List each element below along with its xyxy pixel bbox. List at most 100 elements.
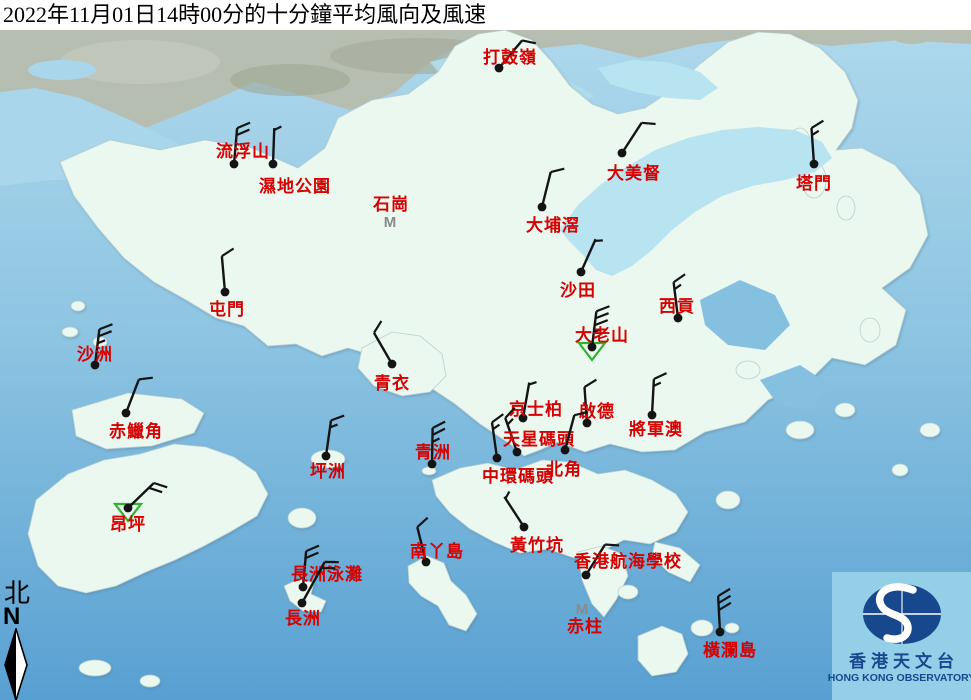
wind-barb: [305, 544, 320, 553]
map-title: 2022年11月01日14時00分的十分鐘平均風向及風速: [3, 2, 487, 27]
station-kai-tak[interactable]: 啟德: [579, 378, 615, 428]
station-shek-kong[interactable]: M石崗: [372, 195, 409, 231]
station-green-island[interactable]: 青洲: [415, 420, 451, 469]
station-label: 長洲: [285, 609, 321, 628]
wind-barb: [416, 516, 429, 528]
station-label: 赤鱲角: [109, 421, 163, 441]
station-tates-cairn[interactable]: 大老山: [575, 305, 629, 362]
shek-o-peninsula: [651, 541, 701, 583]
station-label: 塔門: [796, 173, 832, 193]
station-dot: [582, 418, 592, 428]
station-cheung-chau-beach[interactable]: 長洲泳灘: [291, 544, 363, 592]
wind-barb: [574, 411, 589, 417]
wind-barb: [98, 323, 113, 331]
station-label: 昂坪: [110, 515, 146, 534]
station-tseung-kwan-o[interactable]: 將軍澳: [629, 372, 683, 439]
station-label: 坪洲: [310, 462, 346, 481]
station-dot: [647, 410, 657, 420]
wind-barb: [605, 543, 620, 547]
station-dot: [537, 202, 547, 212]
station-peng-chau[interactable]: 坪洲: [310, 414, 346, 481]
station-ta-kwu-ling[interactable]: 打鼓嶺: [483, 39, 537, 73]
station-tai-mei-tuk[interactable]: 大美督: [607, 121, 661, 183]
wind-barb: [329, 423, 338, 429]
station-tap-mun[interactable]: 塔門: [796, 119, 832, 193]
wind-barb: [432, 427, 446, 436]
station-hk-sea-school[interactable]: 香港航海學校: [574, 543, 682, 580]
lantau-island: [27, 443, 269, 594]
station-dot: [494, 63, 504, 73]
wind-barb: [528, 380, 537, 386]
wind-barb: [236, 121, 251, 130]
station-north-point[interactable]: 北角: [546, 411, 589, 479]
wind-barb: [236, 128, 250, 137]
station-lamma-island[interactable]: 南丫島: [410, 516, 464, 567]
po-toi-shape: [637, 625, 689, 677]
station-dot: [298, 582, 308, 592]
station-ngong-ping[interactable]: 昂坪: [110, 481, 168, 534]
station-lau-fau-shan[interactable]: 流浮山: [216, 121, 270, 169]
hko-logo-icon: [862, 583, 941, 644]
station-dot: [809, 159, 819, 169]
wind-barb: [641, 121, 656, 126]
wind-barb: [330, 414, 345, 422]
station-tsing-yi[interactable]: 青衣: [372, 320, 410, 393]
station-star-ferry[interactable]: 天星碼頭: [503, 406, 575, 457]
wind-shaft: [503, 496, 526, 528]
wind-shaft: [584, 543, 607, 576]
kau-sai-chau-shape: [735, 360, 761, 380]
wind-barb: [718, 601, 732, 611]
station-central-pier[interactable]: 中環碼頭: [482, 413, 554, 486]
station-label: 打鼓嶺: [483, 47, 537, 67]
wind-shaft: [521, 382, 531, 419]
station-dot: [427, 459, 437, 469]
station-tai-po-kau[interactable]: 大埔滘: [526, 167, 580, 235]
station-dot: [715, 627, 725, 637]
station-dot: [587, 342, 597, 352]
station-sai-kung[interactable]: 西貢: [659, 273, 695, 323]
station-wong-chuk-hang[interactable]: 黃竹坑: [503, 490, 564, 555]
station-dot: [560, 445, 570, 455]
station-cheung-chau[interactable]: 長洲: [285, 560, 339, 628]
wind-barb: [717, 594, 732, 604]
station-chek-lap-kok[interactable]: 赤鱲角: [109, 376, 163, 441]
wind-barb: [98, 330, 112, 338]
station-sha-tin[interactable]: 沙田: [560, 238, 603, 300]
station-label: 石崗: [372, 195, 409, 214]
inner-waters: [560, 60, 832, 410]
wind-shaft: [563, 414, 576, 451]
wind-barb: [273, 125, 282, 132]
station-label: 青衣: [374, 373, 410, 393]
station-label: 黃竹坑: [509, 535, 564, 555]
green-island-shape: [421, 466, 437, 476]
wind-shaft: [372, 332, 394, 365]
station-stanley[interactable]: M赤柱: [567, 601, 603, 636]
station-label: 沙洲: [77, 345, 113, 364]
stanley-peninsula: [577, 545, 629, 618]
station-waglan-island[interactable]: 橫瀾島: [703, 587, 757, 660]
tsing-yi-island: [357, 331, 447, 397]
station-sha-chau[interactable]: 沙洲: [77, 323, 113, 370]
station-kings-park[interactable]: 京士柏: [509, 380, 563, 423]
station-wetland-park[interactable]: 濕地公園: [259, 125, 331, 196]
wind-shaft: [271, 127, 276, 165]
wind-barb: [594, 319, 609, 327]
hko-name-chinese: 香港天文台: [849, 652, 959, 671]
wind-barb: [506, 417, 514, 426]
hei-ling-chau-shape: [287, 507, 317, 529]
wind-barb: [810, 119, 824, 130]
station-label: 中環碼頭: [482, 466, 554, 486]
station-tuen-mun[interactable]: 屯門: [209, 247, 245, 319]
wind-shaft: [124, 378, 141, 414]
station-dot: [123, 503, 133, 513]
station-dot: [121, 408, 131, 418]
tolo-harbour-water: [560, 127, 832, 276]
wind-barb: [595, 305, 610, 313]
wind-barb: [595, 312, 609, 320]
wind-shaft: [220, 256, 227, 293]
wind-barb: [594, 239, 603, 243]
station-label: 香港航海學校: [574, 551, 682, 571]
north-compass: 北 N: [2, 580, 30, 700]
wind-barb: [432, 420, 446, 429]
station-label: 濕地公園: [259, 176, 331, 196]
